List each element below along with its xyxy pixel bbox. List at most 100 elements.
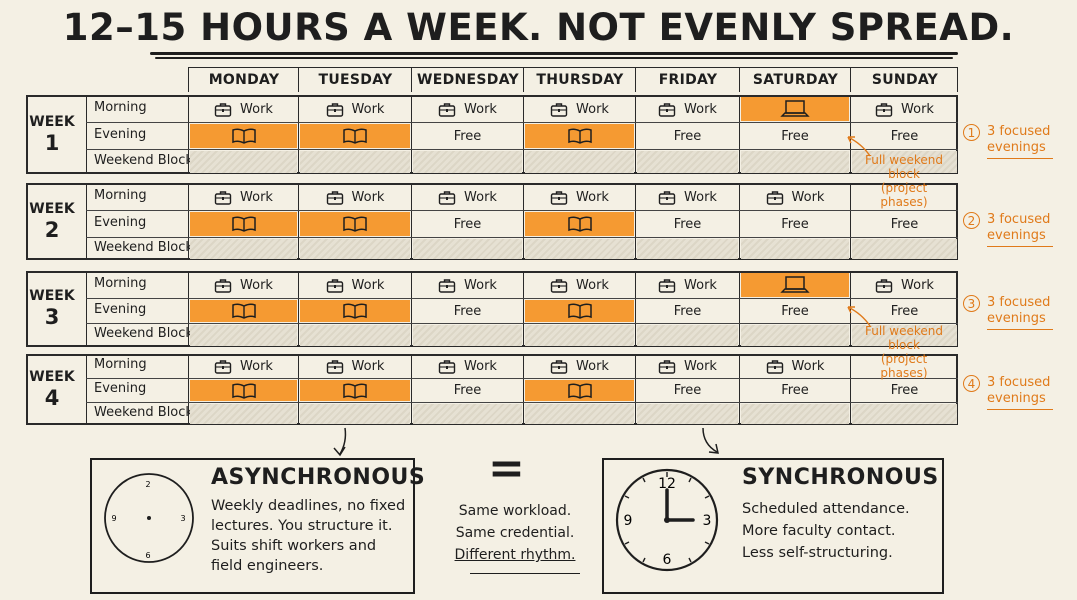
- async-line: lectures. You structure it.: [211, 518, 393, 534]
- morning-cell: Work: [300, 97, 410, 121]
- side-note-text: 3 focused evenings: [987, 295, 1050, 327]
- week-label: WEEK 3: [26, 287, 78, 329]
- annotation-line: block: [888, 338, 920, 352]
- briefcase-icon: [214, 102, 232, 117]
- morning-cell: Work: [637, 97, 738, 121]
- weekend-block-cell: [413, 325, 522, 346]
- side-note-number: 1: [963, 124, 980, 141]
- grid-line: [298, 271, 299, 347]
- sync-line: Scheduled attendance.: [742, 501, 910, 517]
- week-word: WEEK: [29, 200, 75, 217]
- grid-line: [86, 122, 958, 123]
- cell-label: Free: [890, 216, 919, 232]
- cell-label: Work: [901, 101, 934, 117]
- weekend-block-cell: [190, 151, 297, 173]
- morning-cell: Work: [413, 185, 522, 209]
- weekend-block-cell: [637, 404, 738, 424]
- side-note: 1 3 focused evenings: [963, 124, 1073, 164]
- side-note-line: evenings: [987, 140, 1046, 155]
- briefcase-icon: [214, 278, 232, 293]
- morning-cell: Work: [300, 356, 410, 377]
- side-note-line: 3 focused: [987, 212, 1051, 227]
- evening-cell: [190, 380, 297, 401]
- weekend-block-cell: [300, 325, 410, 346]
- briefcase-icon: [658, 190, 676, 205]
- side-note-text: 3 focused evenings: [987, 124, 1050, 156]
- cell-label: Work: [791, 189, 825, 205]
- briefcase-icon: [326, 102, 343, 117]
- evening-cell: Free: [741, 124, 849, 148]
- sync-panel: [602, 458, 944, 594]
- cell-label: Work: [901, 277, 934, 293]
- cell-label: Work: [576, 101, 609, 117]
- row-label-evening: Evening: [94, 126, 147, 142]
- row-label-morning: Morning: [94, 275, 147, 291]
- briefcase-icon: [550, 190, 568, 205]
- evening-cell: Free: [852, 212, 957, 236]
- day-header-friday: FRIDAY: [635, 68, 740, 92]
- clock-number: 12: [658, 476, 676, 492]
- evening-cell: [300, 380, 410, 401]
- weekend-block-cell: [300, 151, 410, 173]
- day-header-monday: MONDAY: [188, 68, 299, 92]
- weekend-block-cell: [852, 239, 957, 259]
- briefcase-icon: [766, 360, 783, 374]
- morning-cell: Work: [741, 356, 849, 377]
- briefcase-icon: [875, 278, 893, 293]
- grid-line: [188, 271, 189, 347]
- side-note-text: 3 focused evenings: [987, 375, 1050, 407]
- briefcase-icon: [438, 360, 456, 374]
- grid-line: [739, 95, 740, 174]
- morning-cell: Work: [190, 273, 297, 297]
- laptop-icon: [780, 276, 810, 293]
- morning-cell: Work: [637, 356, 738, 377]
- book-icon: [231, 382, 256, 399]
- evening-cell: Free: [637, 212, 738, 236]
- day-header-sunday: SUNDAY: [850, 68, 959, 92]
- weekend-block-cell: [637, 151, 738, 173]
- cell-label: Work: [240, 101, 273, 117]
- week-word: WEEK: [29, 288, 75, 304]
- grid-line: [635, 95, 636, 174]
- weekend-block-cell: [413, 151, 522, 173]
- clock-number: 6: [145, 551, 150, 560]
- cell-label: Work: [684, 359, 717, 374]
- grid-line: [86, 210, 958, 211]
- briefcase-icon: [214, 360, 232, 374]
- cell-label: Work: [464, 189, 497, 205]
- morning-cell: Work: [741, 185, 849, 209]
- grid-line: [850, 183, 851, 260]
- cell-label: Work: [240, 277, 273, 293]
- clock-number: 9: [111, 514, 116, 523]
- side-note-underline: [987, 329, 1053, 330]
- week-label: WEEK 2: [26, 200, 78, 242]
- week-label: WEEK 1: [26, 113, 78, 155]
- week-number: 3: [44, 305, 60, 329]
- title-underline-2: [155, 57, 953, 59]
- day-header-saturday: SATURDAY: [739, 68, 851, 92]
- cell-label: Work: [464, 277, 497, 293]
- row-label-evening: Evening: [94, 214, 147, 230]
- evening-cell: Free: [852, 300, 957, 322]
- grid-line: [739, 354, 740, 425]
- cell-label: Work: [684, 189, 717, 205]
- cell-label: Work: [684, 277, 717, 293]
- sync-clock-icon: 12 3 6 9: [615, 468, 719, 572]
- row-label-evening: Evening: [94, 381, 147, 396]
- morning-cell: Work: [852, 97, 957, 121]
- annotation-line: (project phases): [880, 352, 928, 380]
- side-note-number: 4: [963, 375, 980, 392]
- cell-label: Work: [351, 359, 385, 374]
- briefcase-icon: [438, 102, 456, 117]
- async-line: Suits shift workers and: [211, 538, 377, 554]
- equals-line: Same credential.: [455, 525, 575, 541]
- grid-line: [298, 183, 299, 260]
- book-icon: [231, 216, 256, 232]
- briefcase-icon: [658, 102, 676, 117]
- side-note: 4 3 focused evenings: [963, 375, 1073, 415]
- side-note-line: 3 focused: [987, 124, 1051, 139]
- grid-line: [86, 402, 958, 403]
- cell-label: Work: [576, 189, 609, 205]
- cell-label: Free: [673, 216, 702, 232]
- briefcase-icon: [658, 360, 676, 374]
